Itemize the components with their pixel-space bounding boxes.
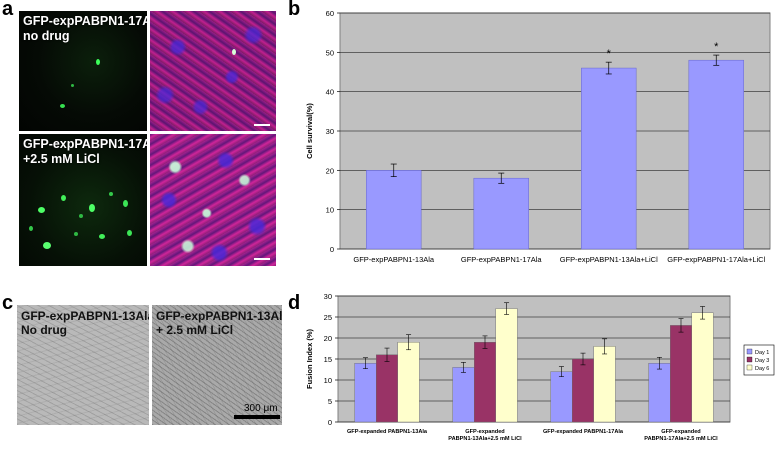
y-tick-label: 50 [326,48,334,57]
gfp-micrograph-licl: GFP-expPABPN1-17Ala +2.5 mM LiCl [19,134,147,266]
y-tick-label: 30 [326,127,334,136]
micrograph-label: GFP-expPABPN1-13Ala No drug [21,309,149,337]
y-axis-label: Cell survival(%) [305,103,314,159]
gfp-nucleus [74,232,78,236]
bar [376,354,398,423]
bar [691,312,714,423]
gfp-nucleus [109,192,113,196]
gfp-nucleus [60,104,65,108]
bar [688,59,744,250]
legend-label: Day 6 [755,366,769,372]
x-tick-label: GFP-expanded PABPN1-13Ala+2.5 mM LiCl [448,429,522,442]
y-axis-label: Fusion Index (%) [305,328,314,389]
x-tick-label: GFP-expPABPN1-17Ala+LiCl [667,255,765,264]
y-tick-label: 30 [324,292,332,301]
x-tick-label: GFP-expPABPN1-17Ala [461,255,543,264]
scale-bar [234,415,280,419]
gfp-nucleus [232,49,236,55]
bar [593,346,616,423]
scale-bar [254,258,270,260]
x-tick-label: GFP-expanded PABPN1-17Ala+2.5 mM LiCl [644,429,718,442]
legend-swatch [746,356,753,363]
gfp-nucleus [99,234,105,239]
panel-a-letter: a [2,0,14,20]
bar [495,308,518,423]
gfp-micrograph-no-drug: GFP-expPABPN1-17Ala no drug [19,11,147,131]
micrograph-label: GFP-expPABPN1-17Ala no drug [23,14,147,43]
x-tick-label: GFP-expPABPN1-13Ala+LiCl [560,255,658,264]
cell-survival-chart: 0 10 20 30 40 50 60 Cell survival(%) GFP-expPABP… [305,9,771,264]
y-tick-label: 10 [324,376,332,385]
y-tick-label: 60 [326,9,334,18]
scale-bar-label: 300 μm [244,403,278,414]
y-tick-label: 25 [324,313,332,322]
significance-marker: * [607,48,612,60]
micrograph-label: GFP-expPABPN1-13Ala + 2.5 mM LiCl [156,309,282,337]
bar [572,358,594,423]
y-tick-label: 10 [326,206,334,215]
gfp-nucleus [38,207,45,213]
bar [473,177,529,250]
bar [354,362,377,423]
y-tick-label: 40 [326,88,334,97]
panel-d-letter: d [288,292,301,314]
gfp-nucleus [29,226,33,231]
gfp-nucleus [123,200,128,207]
legend-swatch [746,364,753,371]
bar [550,371,573,423]
merged-micrograph-no-drug [150,11,276,131]
scale-bar [254,124,270,126]
y-tick-label: 5 [328,397,332,406]
bar [366,170,422,250]
x-tick-label: GFP-expanded PABPN1-17Ala [543,429,624,435]
x-tick-label: GFP-expanded PABPN1-13Ala [347,429,428,435]
panel-c-letter: c [2,292,14,314]
y-tick-label: 0 [328,418,332,427]
x-tick-label: GFP-expPABPN1-13Ala [353,255,435,264]
bar [397,342,420,423]
legend-label: Day 1 [755,350,769,356]
y-tick-label: 20 [324,334,332,343]
micrograph-label: GFP-expPABPN1-17Ala +2.5 mM LiCl [23,137,147,166]
legend-label: Day 3 [755,358,769,364]
gfp-nucleus [61,195,66,201]
legend-swatch [746,348,753,355]
gfp-nucleus [127,230,132,236]
panel-b-letter: b [288,0,301,20]
gfp-nucleus [89,204,95,212]
y-tick-label: 20 [326,166,334,175]
bar [474,342,496,423]
gfp-nucleus [79,214,83,218]
merged-micrograph-licl [150,134,276,266]
significance-marker: * [714,41,719,53]
y-tick-label: 0 [330,245,334,254]
gfp-nucleus [71,84,74,87]
brightfield-licl: GFP-expPABPN1-13Ala + 2.5 mM LiCl 300 μm [152,305,282,425]
bar [581,67,637,250]
gfp-nucleus [96,59,100,65]
gfp-nucleus [43,242,51,249]
fusion-index-chart: 0 5 10 15 20 25 30 Fusion Index (%) GFP-expanded… [305,292,775,442]
bar [648,362,671,423]
bar [670,325,692,423]
bar [452,367,475,423]
brightfield-no-drug: GFP-expPABPN1-13Ala No drug [17,305,149,425]
y-tick-label: 15 [324,355,332,364]
